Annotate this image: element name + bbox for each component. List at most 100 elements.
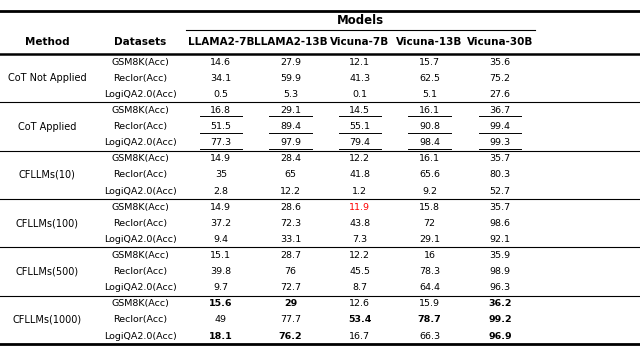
Text: 0.1: 0.1 <box>352 90 367 99</box>
Text: 37.2: 37.2 <box>210 219 232 228</box>
Text: 98.6: 98.6 <box>490 219 510 228</box>
Text: 35: 35 <box>215 170 227 179</box>
Text: 72: 72 <box>424 219 435 228</box>
Text: GSM8K(Acc): GSM8K(Acc) <box>111 203 169 212</box>
Text: 64.4: 64.4 <box>419 283 440 292</box>
Text: CFLLMs(1000): CFLLMs(1000) <box>13 315 82 325</box>
Text: Reclor(Acc): Reclor(Acc) <box>113 219 167 228</box>
Text: Vicuna-30B: Vicuna-30B <box>467 37 533 47</box>
Text: Reclor(Acc): Reclor(Acc) <box>113 316 167 324</box>
Text: Reclor(Acc): Reclor(Acc) <box>113 122 167 131</box>
Text: 89.4: 89.4 <box>280 122 301 131</box>
Text: 98.4: 98.4 <box>419 138 440 147</box>
Text: 66.3: 66.3 <box>419 331 440 341</box>
Text: 34.1: 34.1 <box>210 74 232 83</box>
Text: 28.4: 28.4 <box>280 154 301 163</box>
Text: 14.9: 14.9 <box>211 154 231 163</box>
Text: LLAMA2-13B: LLAMA2-13B <box>253 37 328 47</box>
Text: 75.2: 75.2 <box>490 74 510 83</box>
Text: 77.3: 77.3 <box>210 138 232 147</box>
Text: 9.4: 9.4 <box>213 235 228 244</box>
Text: 41.8: 41.8 <box>349 170 370 179</box>
Text: 55.1: 55.1 <box>349 122 370 131</box>
Text: 80.3: 80.3 <box>489 170 511 179</box>
Text: 18.1: 18.1 <box>209 331 233 341</box>
Text: 36.7: 36.7 <box>489 106 511 115</box>
Text: 15.6: 15.6 <box>209 299 232 309</box>
Text: CFLLMs(500): CFLLMs(500) <box>16 267 79 277</box>
Text: Vicuna-7B: Vicuna-7B <box>330 37 389 47</box>
Text: 12.2: 12.2 <box>349 154 370 163</box>
Text: CFLLMs(10): CFLLMs(10) <box>19 170 76 180</box>
Text: LLAMA2-7B: LLAMA2-7B <box>188 37 254 47</box>
Text: 5.3: 5.3 <box>283 90 298 99</box>
Text: Reclor(Acc): Reclor(Acc) <box>113 267 167 276</box>
Text: GSM8K(Acc): GSM8K(Acc) <box>111 299 169 309</box>
Text: 99.4: 99.4 <box>490 122 510 131</box>
Text: 16.8: 16.8 <box>211 106 231 115</box>
Text: 12.1: 12.1 <box>349 58 370 67</box>
Text: 11.9: 11.9 <box>349 203 370 212</box>
Text: 92.1: 92.1 <box>490 235 510 244</box>
Text: 65: 65 <box>285 170 296 179</box>
Text: 35.7: 35.7 <box>489 203 511 212</box>
Text: LogiQA2.0(Acc): LogiQA2.0(Acc) <box>104 235 177 244</box>
Text: 78.7: 78.7 <box>417 316 442 324</box>
Text: LogiQA2.0(Acc): LogiQA2.0(Acc) <box>104 283 177 292</box>
Text: 9.2: 9.2 <box>422 186 437 196</box>
Text: 52.7: 52.7 <box>490 186 510 196</box>
Text: LogiQA2.0(Acc): LogiQA2.0(Acc) <box>104 186 177 196</box>
Text: 35.6: 35.6 <box>489 58 511 67</box>
Text: 45.5: 45.5 <box>349 267 370 276</box>
Text: 27.6: 27.6 <box>490 90 510 99</box>
Text: 27.9: 27.9 <box>280 58 301 67</box>
Text: 28.6: 28.6 <box>280 203 301 212</box>
Text: 35.7: 35.7 <box>489 154 511 163</box>
Text: GSM8K(Acc): GSM8K(Acc) <box>111 58 169 67</box>
Text: 15.1: 15.1 <box>211 251 231 260</box>
Text: 49: 49 <box>215 316 227 324</box>
Text: 35.9: 35.9 <box>489 251 511 260</box>
Text: Reclor(Acc): Reclor(Acc) <box>113 170 167 179</box>
Text: Reclor(Acc): Reclor(Acc) <box>113 74 167 83</box>
Text: GSM8K(Acc): GSM8K(Acc) <box>111 154 169 163</box>
Text: 90.8: 90.8 <box>419 122 440 131</box>
Text: 98.9: 98.9 <box>490 267 510 276</box>
Text: 16.7: 16.7 <box>349 331 370 341</box>
Text: Vicuna-13B: Vicuna-13B <box>396 37 463 47</box>
Text: 65.6: 65.6 <box>419 170 440 179</box>
Text: 97.9: 97.9 <box>280 138 301 147</box>
Text: 7.3: 7.3 <box>352 235 367 244</box>
Text: 59.9: 59.9 <box>280 74 301 83</box>
Text: 36.2: 36.2 <box>488 299 511 309</box>
Text: LogiQA2.0(Acc): LogiQA2.0(Acc) <box>104 331 177 341</box>
Text: 41.3: 41.3 <box>349 74 371 83</box>
Text: 76: 76 <box>285 267 296 276</box>
Text: 99.3: 99.3 <box>489 138 511 147</box>
Text: 5.1: 5.1 <box>422 90 437 99</box>
Text: 79.4: 79.4 <box>349 138 370 147</box>
Text: 14.9: 14.9 <box>211 203 231 212</box>
Text: 14.5: 14.5 <box>349 106 370 115</box>
Text: 72.7: 72.7 <box>280 283 301 292</box>
Text: 12.6: 12.6 <box>349 299 370 309</box>
Text: 77.7: 77.7 <box>280 316 301 324</box>
Text: 15.7: 15.7 <box>419 58 440 67</box>
Text: Method: Method <box>25 37 70 47</box>
Text: 39.8: 39.8 <box>210 267 232 276</box>
Text: Models: Models <box>337 14 384 27</box>
Text: 99.2: 99.2 <box>488 316 511 324</box>
Text: 96.9: 96.9 <box>488 331 511 341</box>
Text: 0.5: 0.5 <box>213 90 228 99</box>
Text: 62.5: 62.5 <box>419 74 440 83</box>
Text: 29.1: 29.1 <box>419 235 440 244</box>
Text: 29.1: 29.1 <box>280 106 301 115</box>
Text: 8.7: 8.7 <box>352 283 367 292</box>
Text: 14.6: 14.6 <box>211 58 231 67</box>
Text: 76.2: 76.2 <box>279 331 302 341</box>
Text: 78.3: 78.3 <box>419 267 440 276</box>
Text: 33.1: 33.1 <box>280 235 301 244</box>
Text: LogiQA2.0(Acc): LogiQA2.0(Acc) <box>104 138 177 147</box>
Text: 28.7: 28.7 <box>280 251 301 260</box>
Text: CoT Not Applied: CoT Not Applied <box>8 73 86 83</box>
